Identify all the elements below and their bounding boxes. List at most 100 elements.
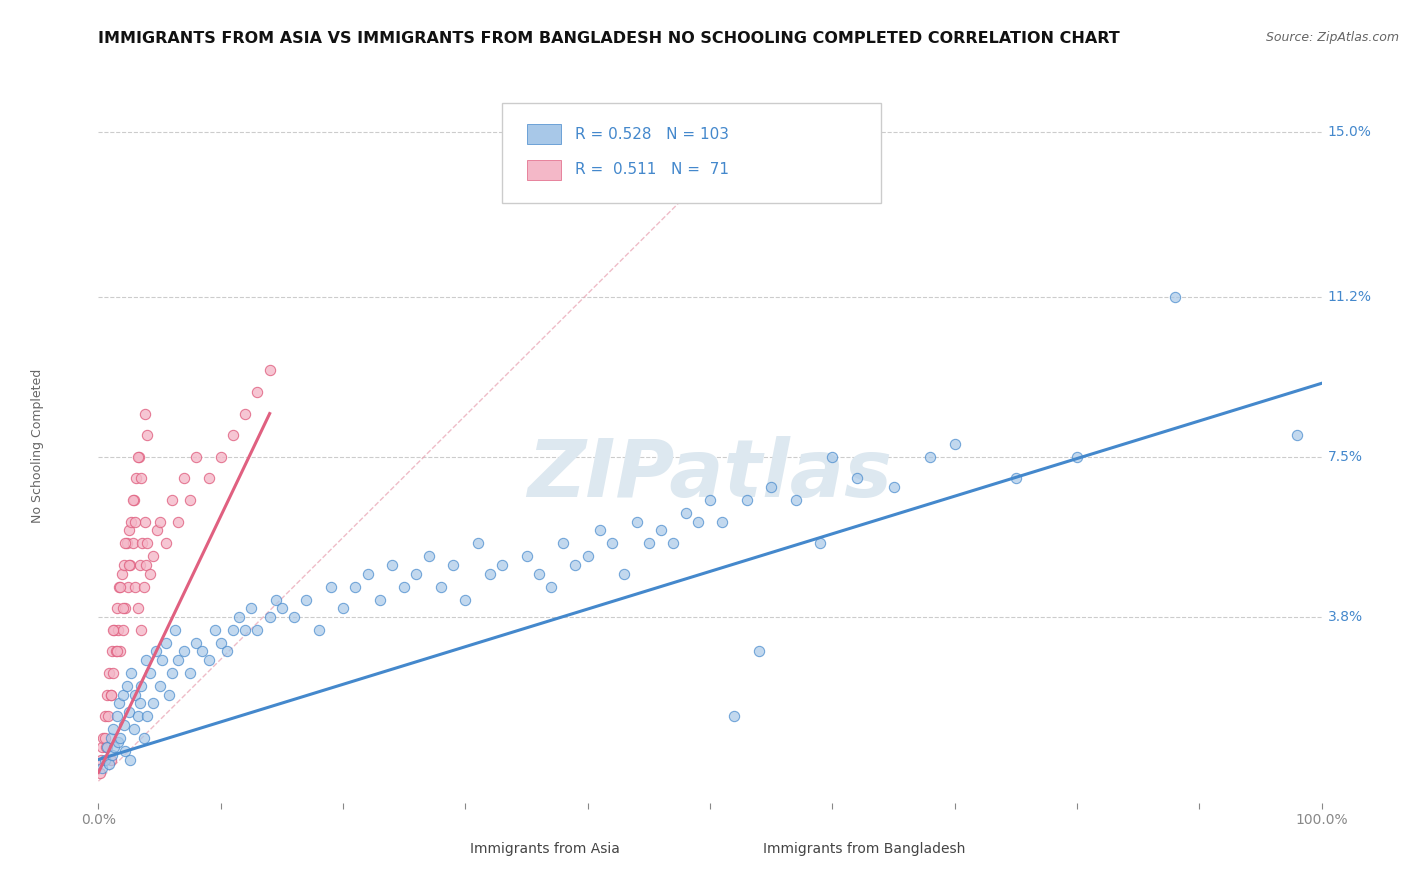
Point [110, 644, 132, 658]
Point [191, 644, 214, 658]
Point [160, 666, 183, 681]
Point [97, 709, 120, 723]
FancyBboxPatch shape [502, 103, 882, 203]
Point [613, 566, 636, 581]
Point [129, 471, 152, 485]
Point [94, 739, 117, 754]
Text: R = 0.528   N = 103: R = 0.528 N = 103 [575, 127, 730, 142]
Point [259, 610, 281, 624]
Point [686, 515, 709, 529]
Point [110, 580, 132, 594]
Point [246, 384, 269, 399]
Point [332, 601, 354, 615]
Point [120, 515, 142, 529]
Point [134, 515, 156, 529]
Point [167, 515, 190, 529]
Point [114, 744, 136, 758]
Point [711, 515, 734, 529]
Point [467, 536, 489, 550]
Point [100, 688, 122, 702]
Point [127, 709, 149, 723]
Point [186, 450, 208, 464]
FancyBboxPatch shape [734, 841, 754, 857]
Point [540, 580, 562, 594]
Point [761, 480, 783, 494]
Point [246, 623, 269, 637]
Point [626, 515, 648, 529]
Point [1004, 471, 1026, 485]
Point [204, 623, 226, 637]
Point [146, 524, 169, 538]
Point [90, 753, 112, 767]
Point [127, 601, 149, 615]
Point [589, 524, 612, 538]
Point [132, 731, 155, 745]
Point [98, 666, 121, 681]
Point [132, 580, 155, 594]
Point [129, 679, 152, 693]
Point [107, 735, 129, 749]
Text: ZIPatlas: ZIPatlas [527, 435, 893, 514]
Point [112, 718, 135, 732]
Point [107, 623, 129, 637]
Point [98, 756, 121, 771]
Point [104, 644, 127, 658]
Point [89, 765, 111, 780]
FancyBboxPatch shape [527, 124, 561, 145]
Point [100, 731, 122, 745]
Point [283, 610, 305, 624]
Point [134, 407, 156, 421]
Point [118, 524, 141, 538]
Point [240, 601, 263, 615]
Point [124, 515, 146, 529]
Point [155, 636, 177, 650]
Point [264, 592, 287, 607]
Point [139, 666, 162, 681]
Point [418, 549, 440, 564]
Text: 15.0%: 15.0% [1327, 126, 1372, 139]
Point [117, 580, 139, 594]
Point [295, 592, 318, 607]
Point [103, 739, 125, 754]
Point [662, 536, 685, 550]
Point [101, 748, 124, 763]
Point [356, 566, 378, 581]
Point [96, 739, 118, 754]
Point [115, 536, 138, 550]
Point [118, 705, 141, 719]
Point [91, 761, 114, 775]
Point [142, 696, 165, 710]
Point [103, 623, 125, 637]
Point [105, 601, 128, 615]
Point [139, 566, 162, 581]
Point [845, 471, 868, 485]
Point [157, 688, 180, 702]
Point [122, 723, 145, 737]
Point [135, 653, 157, 667]
Point [101, 623, 124, 637]
Text: R =  0.511   N =  71: R = 0.511 N = 71 [575, 162, 730, 178]
Text: Source: ZipAtlas.com: Source: ZipAtlas.com [1265, 31, 1399, 45]
Point [160, 493, 183, 508]
Point [197, 653, 219, 667]
Point [381, 558, 404, 572]
Point [576, 549, 599, 564]
Point [173, 471, 195, 485]
Point [136, 428, 159, 442]
Point [100, 753, 122, 767]
Point [748, 644, 770, 658]
Point [128, 450, 150, 464]
Point [368, 592, 391, 607]
Point [637, 536, 661, 550]
Point [1164, 290, 1187, 304]
Point [179, 666, 201, 681]
Point [699, 493, 721, 508]
Point [120, 753, 142, 767]
Point [131, 536, 153, 550]
Point [127, 450, 149, 464]
Point [121, 536, 143, 550]
Point [808, 536, 831, 550]
Text: 7.5%: 7.5% [1327, 450, 1362, 464]
Point [101, 723, 124, 737]
Point [650, 524, 672, 538]
